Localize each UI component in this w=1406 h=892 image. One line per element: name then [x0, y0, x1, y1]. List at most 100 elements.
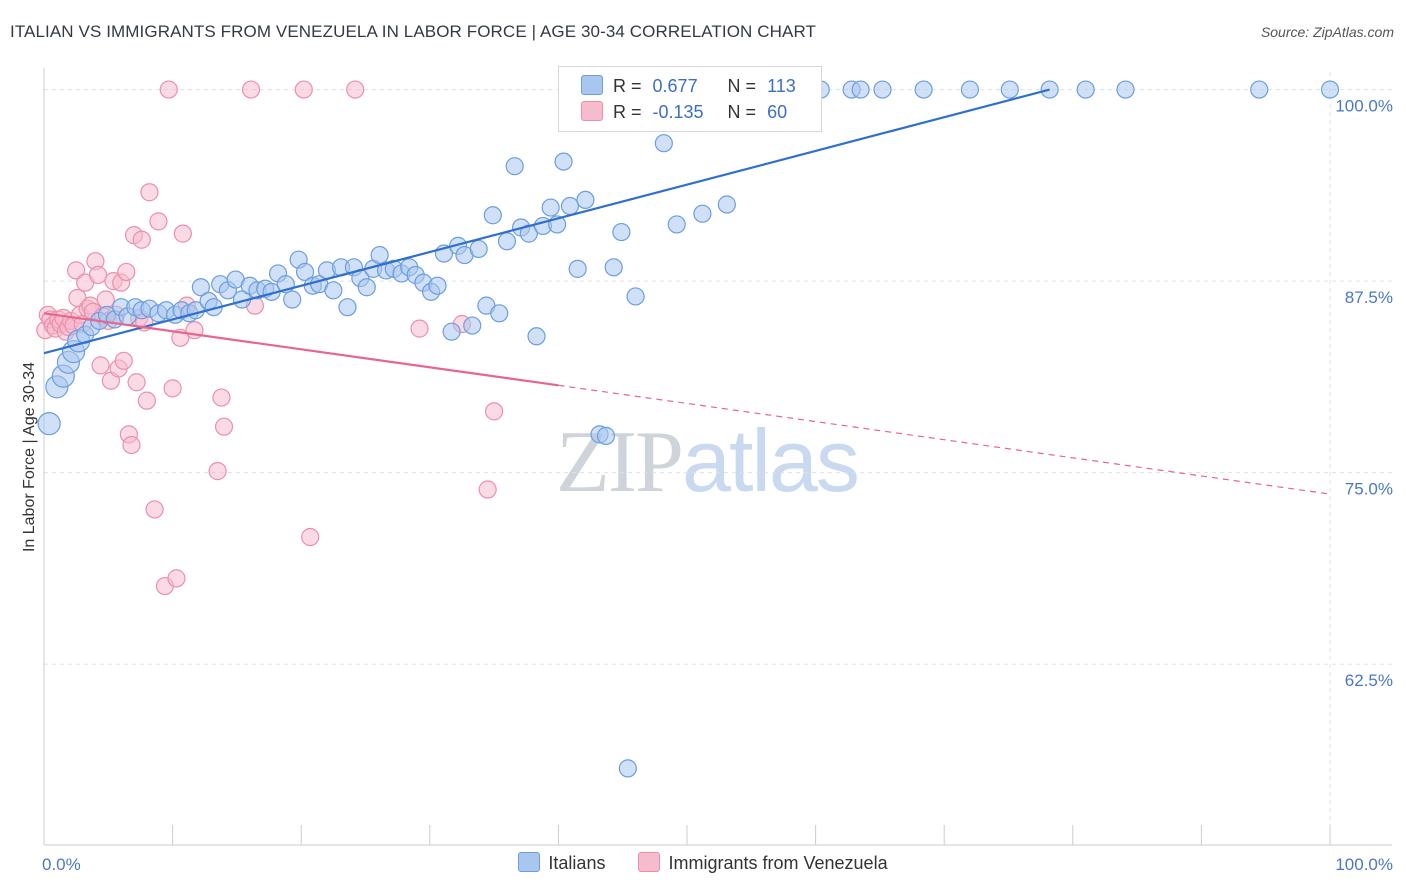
italians-point	[667, 215, 686, 234]
venezuela-point	[88, 265, 108, 285]
y-tick-label: 87.5%	[1345, 288, 1393, 307]
italians-point	[483, 206, 502, 225]
legend-item-italians: Italians	[518, 852, 605, 874]
italians-r-value: 0.677	[652, 76, 698, 96]
venezuela-point	[208, 462, 227, 481]
italians-point	[873, 80, 892, 99]
legend-swatch-venezuela	[638, 852, 661, 872]
tick-labels: 62.5% 75.0% 87.5% 100.0% 0.0% 100.0%	[42, 97, 1393, 874]
venezuela-point	[163, 379, 182, 398]
series-legend: Italians Immigrants from Venezuela	[0, 852, 1406, 874]
venezuela-n-label: N =	[727, 102, 757, 122]
italians-point	[1076, 80, 1095, 99]
venezuela-point	[91, 356, 110, 375]
chart-title: ITALIAN VS IMMIGRANTS FROM VENEZUELA IN …	[10, 22, 817, 41]
venezuela-point	[67, 261, 86, 280]
venezuela-point	[346, 80, 365, 99]
italians-point	[960, 80, 980, 99]
venezuela-trend-line	[43, 312, 559, 387]
italians-point	[283, 290, 302, 309]
legend-item-venezuela: Immigrants from Venezuela	[638, 852, 888, 874]
italians-point	[1320, 80, 1340, 99]
italians-point	[596, 426, 616, 445]
italians-point	[693, 204, 712, 223]
italians-point	[324, 281, 343, 300]
legend-label-venezuela: Immigrants from Venezuela	[668, 853, 888, 873]
italians-point	[463, 316, 482, 335]
italians-point	[442, 322, 461, 341]
italians-n-label: N =	[727, 76, 757, 96]
venezuela-point	[159, 80, 178, 99]
venezuela-swatch	[581, 101, 603, 121]
italians-point	[568, 259, 587, 278]
italians-point	[338, 298, 357, 317]
italians-point	[1000, 80, 1019, 99]
axes	[43, 68, 1392, 846]
legend-label-italians: Italians	[548, 853, 606, 873]
italians-point	[560, 196, 580, 216]
venezuela-point	[145, 500, 164, 519]
italians-point	[717, 195, 736, 214]
venezuela-point	[117, 262, 136, 282]
italians-point	[490, 304, 509, 323]
correlation-legend: R = 0.677 N = 113 R = -0.135 N = 60	[558, 66, 822, 132]
italians-point	[1250, 80, 1269, 99]
x-tick-label: 0.0%	[42, 855, 81, 874]
watermark: ZIPatlas	[556, 410, 860, 513]
italians-point	[851, 80, 870, 99]
italians-r-label: R =	[613, 76, 642, 96]
venezuela-point	[294, 80, 313, 99]
grid-lines	[44, 72, 1392, 845]
legend-row-venezuela: R = -0.135 N = 60	[581, 101, 787, 127]
venezuela-point	[301, 527, 320, 547]
venezuela-point	[96, 290, 115, 309]
venezuela-r-label: R =	[613, 102, 642, 122]
italians-point	[527, 327, 546, 346]
venezuela-point	[132, 230, 151, 249]
venezuela-point	[410, 319, 429, 338]
venezuela-point	[241, 80, 261, 99]
venezuela-point	[173, 224, 192, 243]
italians-points	[37, 80, 1340, 778]
italians-point	[604, 258, 623, 277]
venezuela-point	[149, 212, 168, 231]
italians-point	[37, 412, 61, 436]
venezuela-point	[167, 569, 186, 588]
italians-n-value: 113	[767, 76, 796, 96]
italians-point	[612, 222, 631, 242]
y-tick-label: 75.0%	[1345, 480, 1393, 499]
italians-point	[576, 190, 595, 210]
italians-point	[914, 80, 933, 99]
italians-point	[370, 245, 389, 265]
italians-point	[626, 287, 645, 306]
italians-point	[541, 198, 560, 217]
italians-swatch	[581, 75, 603, 95]
legend-row-italians: R = 0.677 N = 113	[581, 75, 796, 101]
watermark-atlas: atlas	[682, 411, 860, 510]
venezuela-point	[214, 417, 234, 436]
venezuela-point	[485, 402, 504, 421]
italians-point	[618, 759, 637, 778]
venezuela-n-value: 60	[767, 102, 788, 122]
venezuela-point	[122, 435, 141, 455]
venezuela-point	[127, 373, 146, 392]
y-tick-label: 100.0%	[1335, 97, 1393, 116]
italians-point	[469, 239, 488, 259]
italians-point	[554, 152, 573, 171]
italians-point	[357, 278, 376, 297]
legend-swatch-italians	[518, 852, 541, 872]
italians-point	[295, 262, 315, 282]
venezuela-point	[114, 351, 133, 370]
italians-point	[191, 278, 210, 297]
italians-point	[428, 276, 447, 295]
italians-point	[1116, 80, 1135, 99]
x-tick-label: 100.0%	[1335, 855, 1393, 874]
venezuela-point	[478, 480, 497, 499]
venezuela-point	[137, 391, 156, 410]
italians-point	[654, 134, 673, 153]
italians-trend-line	[43, 88, 1050, 355]
source-credit: Source: ZipAtlas.com	[1260, 24, 1394, 40]
y-tick-label: 62.5%	[1345, 671, 1393, 690]
venezuela-point	[212, 388, 231, 407]
